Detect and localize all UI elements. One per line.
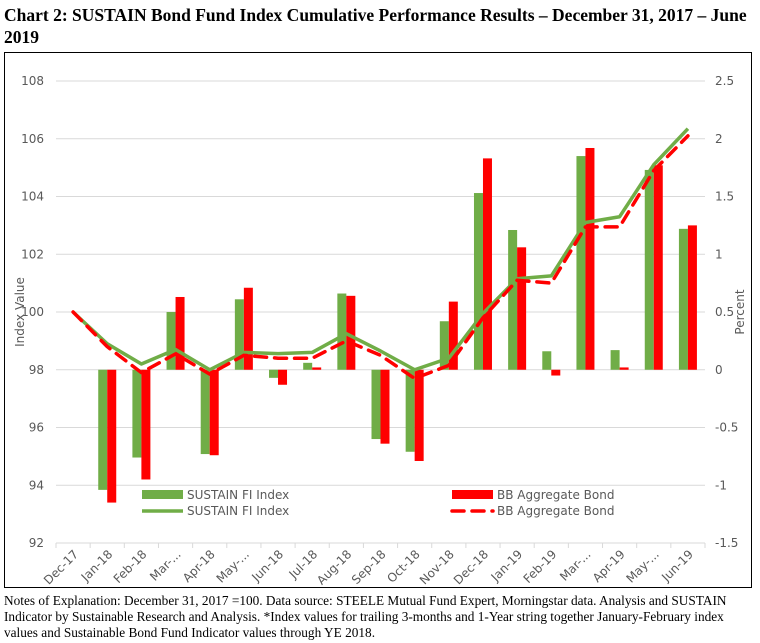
right-tick-label: 0 xyxy=(715,363,723,377)
x-tick-label: Oct-18 xyxy=(384,547,422,585)
legend-label: BB Aggregate Bond xyxy=(497,504,614,518)
bar-bb-aggregate-12 xyxy=(482,158,492,370)
bar-sustain-16 xyxy=(610,350,620,370)
x-tick-label: Apr-19 xyxy=(590,547,628,585)
left-tick-label: 98 xyxy=(29,363,44,377)
bar-bb-aggregate-1 xyxy=(107,369,117,503)
bar-sustain-8 xyxy=(337,293,347,370)
bar-sustain-9 xyxy=(371,369,381,440)
line-sustain xyxy=(71,127,690,372)
left-tick-label: 100 xyxy=(21,305,44,319)
x-tick-label: Sep-18 xyxy=(349,547,389,587)
x-tick-label: Apr-18 xyxy=(180,547,218,585)
bar-sustain-5 xyxy=(234,299,244,370)
right-tick-label: 1.5 xyxy=(715,190,734,204)
x-tick-label: Mar-... xyxy=(147,547,184,584)
bar-bb-aggregate-16 xyxy=(619,367,629,370)
bar-bb-aggregate-14 xyxy=(551,369,561,376)
bar-bb-aggregate-2 xyxy=(141,369,151,480)
bar-bb-aggregate-8 xyxy=(346,295,356,370)
bar-sustain-18 xyxy=(678,228,688,370)
bar-bb-aggregate-4 xyxy=(209,369,219,456)
x-tick-label: May-... xyxy=(214,547,252,585)
legend-bar-swatch xyxy=(142,490,183,499)
bar-sustain-3 xyxy=(166,312,176,370)
bar-sustain-14 xyxy=(542,351,552,370)
legend-label: SUSTAIN FI Index xyxy=(187,504,289,518)
right-tick-label: -0.5 xyxy=(715,421,738,435)
x-tick-label: Feb-19 xyxy=(521,547,560,586)
x-tick-label: Mar-... xyxy=(557,547,594,584)
bar-sustain-2 xyxy=(132,369,142,458)
x-tick-label: Jan-18 xyxy=(78,547,116,585)
bar-bb-aggregate-5 xyxy=(243,287,253,370)
bar-bb-aggregate-15 xyxy=(585,147,595,370)
right-tick-label: -1 xyxy=(715,478,727,492)
bar-sustain-12 xyxy=(473,193,483,370)
right-tick-label: 2 xyxy=(715,132,723,146)
bar-sustain-4 xyxy=(200,369,210,455)
bar-sustain-15 xyxy=(576,156,586,370)
right-tick-label: -1.5 xyxy=(715,536,738,550)
legend-bar-swatch xyxy=(452,490,493,499)
chart-title: Chart 2: SUSTAIN Bond Fund Index Cumulat… xyxy=(4,5,747,47)
notes-of-explanation: Notes of Explanation: December 31, 2017 … xyxy=(4,593,727,640)
right-tick-label: 1 xyxy=(715,247,723,261)
bar-bb-aggregate-7 xyxy=(312,367,322,370)
bar-sustain-17 xyxy=(644,169,654,370)
bar-bb-aggregate-6 xyxy=(278,369,288,385)
bar-bb-aggregate-17 xyxy=(653,165,663,370)
x-tick-label: Feb-18 xyxy=(111,547,150,586)
bar-bb-aggregate-10 xyxy=(414,369,424,461)
bar-sustain-10 xyxy=(405,369,415,452)
bar-bb-aggregate-3 xyxy=(175,296,185,370)
bar-bb-aggregate-9 xyxy=(380,369,390,444)
bar-sustain-7 xyxy=(303,362,313,370)
bar-sustain-11 xyxy=(439,321,449,370)
left-tick-label: 108 xyxy=(21,74,44,88)
bar-sustain-1 xyxy=(98,369,108,490)
right-tick-label: 0.5 xyxy=(715,305,734,319)
bar-bb-aggregate-18 xyxy=(687,225,697,370)
left-tick-label: 102 xyxy=(21,247,44,261)
line-bb-aggregate xyxy=(71,134,690,381)
left-tick-label: 106 xyxy=(21,132,44,146)
right-tick-label: 2.5 xyxy=(715,74,734,88)
left-tick-label: 92 xyxy=(29,536,44,550)
chart-frame xyxy=(4,52,752,588)
x-tick-label: Aug-18 xyxy=(314,547,354,587)
left-tick-label: 104 xyxy=(21,190,44,204)
left-tick-label: 94 xyxy=(29,478,44,492)
bar-sustain-13 xyxy=(508,229,518,370)
bar-bb-aggregate-11 xyxy=(448,301,458,370)
y-axis-title: Index Value xyxy=(13,277,27,347)
x-tick-label: May-... xyxy=(623,547,661,585)
x-tick-label: Jan-19 xyxy=(488,547,526,585)
x-tick-label: Dec-18 xyxy=(451,547,491,587)
y2-axis-title: Percent xyxy=(733,289,747,334)
bar-bb-aggregate-13 xyxy=(517,247,527,370)
legend-label: BB Aggregate Bond xyxy=(497,488,614,502)
bar-sustain-6 xyxy=(269,369,279,378)
x-tick-label: Jun-18 xyxy=(248,547,286,585)
x-tick-label: Nov-18 xyxy=(417,547,457,587)
legend-label: SUSTAIN FI Index xyxy=(187,488,289,502)
x-tick-label: Jun-19 xyxy=(658,547,696,585)
left-tick-label: 96 xyxy=(29,421,44,435)
x-tick-label: Dec-17 xyxy=(41,547,81,587)
